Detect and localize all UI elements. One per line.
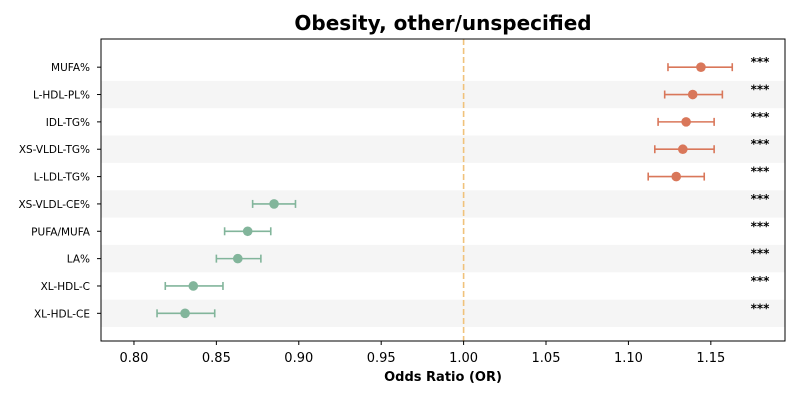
odds-ratio-point bbox=[180, 308, 190, 319]
row-band bbox=[101, 244, 785, 273]
significance-label: *** bbox=[751, 110, 771, 124]
plot-frame bbox=[100, 38, 786, 342]
odds-ratio-points bbox=[180, 62, 706, 319]
category-label: L-LDL-TG% bbox=[34, 172, 90, 184]
odds-ratio-point bbox=[678, 144, 688, 155]
category-label: LA% bbox=[67, 254, 90, 266]
significance-label: *** bbox=[751, 301, 771, 315]
significance-label: *** bbox=[751, 55, 771, 69]
odds-ratio-point bbox=[269, 199, 279, 209]
x-tick-label: 1.05 bbox=[532, 351, 561, 366]
odds-ratio-point bbox=[233, 253, 243, 264]
y-axis-labels: MUFA% L-HDL-PL% IDL-TG% XS-VLDL-TG% L-LDL-TG… bbox=[18, 62, 101, 320]
odds-ratio-point bbox=[242, 226, 253, 237]
x-tick-label: 1.00 bbox=[449, 351, 478, 366]
category-label: XS-VLDL-TG% bbox=[19, 144, 90, 156]
category-label: XL-HDL-C bbox=[41, 281, 90, 293]
category-label: XL-HDL-CE bbox=[34, 308, 90, 320]
category-label: MUFA% bbox=[51, 62, 90, 74]
odds-ratio-point bbox=[671, 171, 682, 182]
significance-label: *** bbox=[751, 83, 771, 97]
significance-label: *** bbox=[751, 192, 771, 206]
x-tick-label: 0.90 bbox=[284, 351, 313, 366]
x-tick-label: 1.15 bbox=[696, 351, 725, 366]
significance-label: *** bbox=[751, 247, 771, 261]
x-axis-ticks: 0.80 0.85 0.90 0.95 1.00 1.05 1.10 1.15 bbox=[119, 341, 725, 366]
x-tick-label: 1.10 bbox=[614, 351, 643, 366]
chart-title: Obesity, other/unspecified bbox=[294, 11, 591, 35]
odds-ratio-point bbox=[687, 89, 698, 100]
category-label: L-HDL-PL% bbox=[33, 90, 90, 102]
x-axis-title: Odds Ratio (OR) bbox=[384, 370, 502, 385]
significance-label: *** bbox=[751, 137, 771, 151]
category-label: XS-VLDL-CE% bbox=[18, 199, 90, 211]
x-tick-label: 0.85 bbox=[202, 351, 231, 366]
category-label: PUFA/MUFA bbox=[31, 226, 91, 238]
x-tick-label: 0.95 bbox=[367, 351, 396, 366]
x-tick-label: 0.80 bbox=[119, 351, 148, 366]
odds-ratio-point bbox=[681, 117, 691, 127]
significance-label: *** bbox=[751, 165, 771, 179]
row-band bbox=[101, 190, 785, 218]
category-label: IDL-TG% bbox=[46, 117, 90, 129]
odds-ratio-point bbox=[188, 281, 199, 291]
odds-ratio-point bbox=[696, 62, 706, 72]
significance-labels: *** *** *** *** *** *** *** *** *** *** bbox=[751, 55, 771, 315]
row-bands bbox=[101, 80, 785, 327]
significance-label: *** bbox=[751, 219, 771, 233]
significance-label: *** bbox=[751, 274, 771, 288]
